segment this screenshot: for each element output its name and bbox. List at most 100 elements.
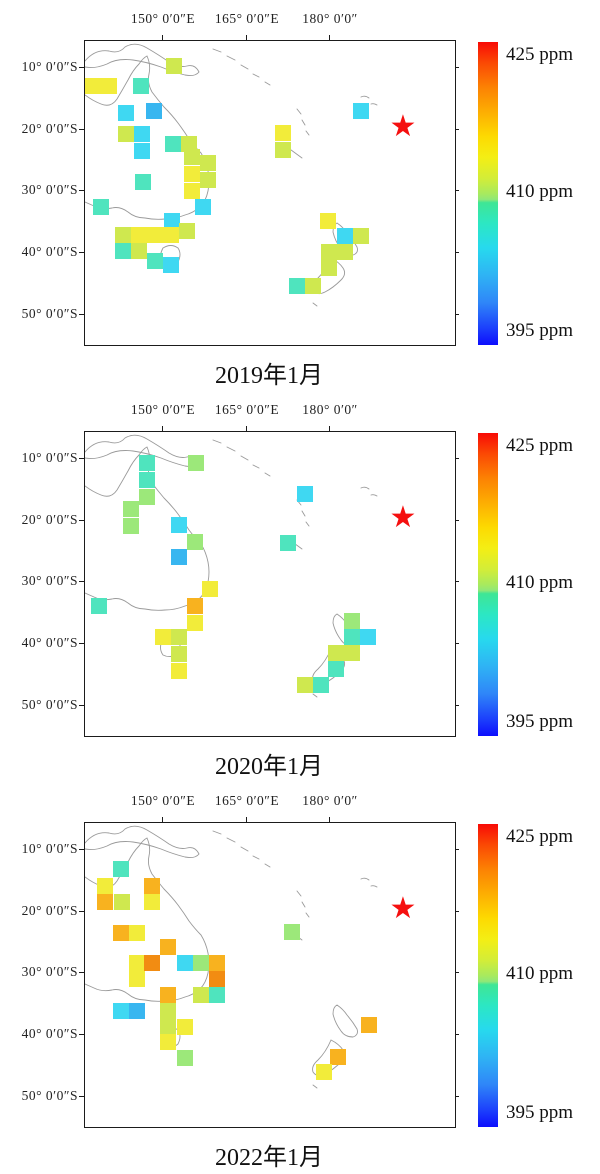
co2-grid-cell (280, 535, 296, 551)
co2-grid-cell (144, 878, 160, 894)
co2-grid-cell (344, 629, 360, 645)
y-tick-mark (79, 252, 84, 254)
co2-grid-cell (123, 518, 139, 534)
co2-grid-cell (337, 244, 353, 260)
co2-grid-cell (171, 663, 187, 679)
co2-grid-cell (177, 1050, 193, 1066)
co2-grid-cell (166, 58, 182, 74)
co2-grid-cell (209, 987, 225, 1003)
x-tick-mark (329, 817, 331, 822)
x-tick-label-165e: 165° 0′0″E (214, 11, 280, 26)
co2-grid-cell (113, 925, 129, 941)
x-tick-mark (246, 817, 248, 822)
co2-grid-cell (193, 955, 209, 971)
co2-grid-cell (133, 78, 149, 94)
y-tick-mark-right (455, 643, 459, 645)
y-tick-label-10s: 10° 0′0″S (21, 450, 78, 465)
y-tick-mark (79, 520, 84, 522)
co2-grid-cell (118, 126, 134, 142)
red-star-site-marker: ★ (389, 499, 417, 535)
y-tick-label-30s: 30° 0′0″S (21, 964, 78, 979)
co2-grid-cell (113, 1003, 129, 1019)
co2-grid-cell (360, 629, 376, 645)
panel-2019-01: 150° 0′0″E 165° 0′0″E 180° 0′0″ 10° 0′0″… (0, 0, 600, 391)
co2-grid-cell (209, 955, 225, 971)
y-tick-label-20s: 20° 0′0″S (21, 121, 78, 136)
y-tick-mark (79, 972, 84, 974)
x-tick-mark (246, 35, 248, 40)
co2-grid-cell (321, 244, 337, 260)
colorbar-mid-label: 410 ppm (506, 963, 574, 984)
colorbar-max-label: 425 ppm (506, 44, 574, 65)
y-tick-label-40s: 40° 0′0″S (21, 635, 78, 650)
y-tick-mark-right (455, 911, 459, 913)
co2-grid-cell (179, 223, 195, 239)
co2-grid-cell (171, 629, 187, 645)
co2-grid-cell (163, 257, 179, 273)
red-star-site-marker: ★ (389, 108, 417, 144)
co2-grid-cell (193, 987, 209, 1003)
colorbar-mid-label: 410 ppm (506, 572, 574, 593)
co2-grid-cell (155, 629, 171, 645)
co2-grid-cell (328, 645, 344, 661)
y-tick-mark-right (455, 129, 459, 131)
y-tick-mark-right (455, 67, 459, 69)
co2-grid-cell (164, 213, 180, 229)
co2-grid-cell (160, 1019, 176, 1035)
panel-title: 2022年1月 (215, 1145, 323, 1171)
y-tick-label-10s: 10° 0′0″S (21, 59, 78, 74)
co2-grid-cell (297, 677, 313, 693)
co2-grid-cell (171, 549, 187, 565)
y-tick-mark (79, 1096, 84, 1098)
co2-grid-cell (202, 581, 218, 597)
y-tick-mark-right (455, 190, 459, 192)
co2-grid-cell (114, 894, 130, 910)
y-tick-mark-right (455, 581, 459, 583)
co2-grid-cell (101, 78, 117, 94)
y-tick-label-20s: 20° 0′0″S (21, 512, 78, 527)
co2-grid-cell (171, 517, 187, 533)
y-tick-mark (79, 1034, 84, 1036)
co2-grid-cell (139, 472, 155, 488)
co2-grid-cell (177, 955, 193, 971)
co2-grid-cell (353, 228, 369, 244)
co2-grid-cell (181, 136, 197, 152)
x-tick-label-165e: 165° 0′0″E (214, 402, 280, 417)
co2-grid-cell (289, 278, 305, 294)
co2-grid-cell (200, 172, 216, 188)
co2-grid-cell (160, 1034, 176, 1050)
co2-grid-cell (115, 227, 131, 243)
map-area-2020: ★ (84, 431, 456, 737)
red-star-site-marker: ★ (389, 890, 417, 926)
co2-grid-cell (129, 971, 145, 987)
map-area-2022: ★ (84, 822, 456, 1128)
x-tick-label-150e: 150° 0′0″E (130, 793, 196, 808)
co2-grid-cell (129, 955, 145, 971)
map-area-2019: ★ (84, 40, 456, 346)
x-tick-mark (162, 35, 164, 40)
colorbar-min-label: 395 ppm (506, 1102, 574, 1123)
co2-grid-cell (93, 199, 109, 215)
colorbar-max-label: 425 ppm (506, 826, 574, 847)
y-tick-label-30s: 30° 0′0″S (21, 573, 78, 588)
y-tick-label-40s: 40° 0′0″S (21, 1026, 78, 1041)
y-tick-mark-right (455, 520, 459, 522)
co2-grid-cell (85, 78, 101, 94)
co2-grid-cell (184, 149, 200, 165)
y-tick-mark (79, 911, 84, 913)
co2-grid-cell (177, 1019, 193, 1035)
co2-grid-cell (135, 174, 151, 190)
co2-grid-cell (275, 142, 291, 158)
co2-grid-cell (321, 260, 337, 276)
co2-grid-cell (344, 613, 360, 629)
co2-grid-cell (134, 143, 150, 159)
y-tick-label-50s: 50° 0′0″S (21, 697, 78, 712)
x-tick-mark (162, 426, 164, 431)
panel-2020-01: 150° 0′0″E 165° 0′0″E 180° 0′0″ 10° 0′0″… (0, 391, 600, 782)
co2-grid-cell (131, 243, 147, 259)
co2-grid-cell (160, 987, 176, 1003)
y-tick-label-10s: 10° 0′0″S (21, 841, 78, 856)
x-tick-mark (162, 817, 164, 822)
y-tick-mark-right (455, 849, 459, 851)
co2-grid-cell (163, 227, 179, 243)
